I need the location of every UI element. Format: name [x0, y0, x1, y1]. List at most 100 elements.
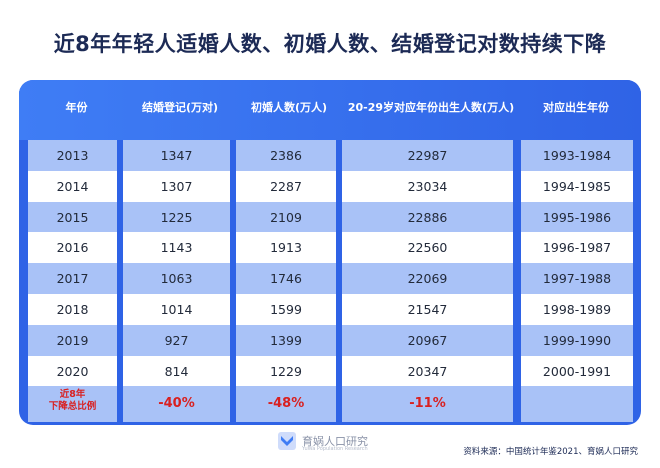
footer-row: -40% — [123, 386, 230, 423]
header-marriage-registrations: 结婚登记(万对) — [141, 101, 219, 114]
table-row: 21547 — [342, 294, 513, 325]
table-cell: 1143 — [160, 240, 193, 256]
table-row: 1399 — [236, 324, 336, 356]
table-cell: 2287 — [270, 178, 302, 194]
header-births-20-29: 20-29岁对应年份出生人数(万人) — [347, 101, 515, 114]
table-row: 1746 — [236, 263, 336, 294]
table-row: 1229 — [236, 356, 336, 387]
table-cell: 23034 — [407, 178, 448, 194]
table-cell: 1063 — [160, 271, 193, 287]
table-cell: 1913 — [270, 240, 302, 256]
table-cell: 22886 — [407, 209, 448, 225]
table-cell: 1993-1984 — [542, 148, 612, 163]
table-cell: 2019 — [56, 332, 89, 348]
table-row: 1014 — [123, 294, 230, 325]
table-row: 22069 — [342, 263, 513, 294]
table-row: 1063 — [123, 263, 230, 294]
table-cell: 2014 — [56, 178, 89, 194]
table-row: 2014 — [28, 171, 117, 202]
table-row: 1994-1985 — [521, 171, 633, 202]
table-row: 1995-1986 — [521, 201, 633, 233]
table-row: 22886 — [342, 201, 513, 233]
header-birth-years: 对应出生年份 — [543, 101, 609, 114]
table-cell: 927 — [164, 332, 189, 348]
header-first-marriages: 初婚人数(万人) — [250, 101, 328, 114]
col-marriage-registrations: 1347 1307 1225 1143 1063 1014 927 814 -40% — [123, 140, 230, 423]
data-table: 年份 结婚登记(万对) 初婚人数(万人) 20-29岁对应年份出生人数(万人) … — [19, 80, 641, 425]
header-year: 年份 — [65, 101, 88, 114]
table-cell: 20967 — [407, 332, 448, 348]
table-row: 1225 — [123, 201, 230, 233]
table-cell: 1307 — [160, 178, 193, 194]
table-row: 2018 — [28, 294, 117, 325]
table-cell: 1998-1989 — [542, 302, 612, 317]
decline-label-line2: 下降总比例 — [48, 401, 97, 413]
table-row: 1347 — [123, 140, 230, 171]
brand-subtitle: YuWa Population Research — [302, 446, 368, 452]
table-cell: 1994-1985 — [542, 178, 612, 194]
footer-row: -11% — [342, 386, 513, 423]
table-cell: 2013 — [56, 148, 89, 163]
col-year: 2013 2014 2015 2016 2017 2018 2019 2020 近8年 下降总比例 — [28, 140, 117, 423]
table-row: 2109 — [236, 201, 336, 233]
table-row: 2017 — [28, 263, 117, 294]
table-row: 1993-1984 — [521, 140, 633, 171]
source-note: 资料来源：中国统计年鉴2021、育娲人口研究 — [463, 447, 638, 457]
table-cell: 1746 — [270, 271, 302, 287]
brand-logo-icon — [277, 431, 297, 451]
decline-value: -11% — [409, 396, 446, 412]
table-row: 1307 — [123, 171, 230, 202]
table-cell: 20347 — [407, 363, 448, 379]
table-cell: 1995-1986 — [542, 209, 612, 225]
table-row: 2016 — [28, 232, 117, 263]
table-cell: 2386 — [270, 148, 302, 163]
table-row: 22560 — [342, 232, 513, 263]
table-row: 2019 — [28, 324, 117, 356]
table-row: 927 — [123, 324, 230, 356]
table-cell: 1999-1990 — [542, 332, 612, 348]
footer-row — [521, 386, 633, 423]
table-row: 2015 — [28, 201, 117, 233]
table-row: 20967 — [342, 324, 513, 356]
table-cell: 2109 — [270, 209, 302, 225]
table-cell: 1599 — [270, 302, 302, 317]
table-row: 1599 — [236, 294, 336, 325]
table-cell: 814 — [164, 363, 189, 379]
table-row: 2020 — [28, 356, 117, 387]
table-row: 1997-1988 — [521, 263, 633, 294]
table-row: 1996-1987 — [521, 232, 633, 263]
table-row: 22987 — [342, 140, 513, 171]
table-row: 1913 — [236, 232, 336, 263]
table-cell: 1014 — [160, 302, 193, 317]
table-cell: 21547 — [407, 302, 448, 317]
table-header: 年份 结婚登记(万对) 初婚人数(万人) 20-29岁对应年份出生人数(万人) … — [19, 80, 641, 140]
table-cell: 2018 — [56, 302, 89, 317]
table-cell: 1229 — [270, 363, 302, 379]
table-row: 2000-1991 — [521, 356, 633, 387]
table-cell: 1347 — [160, 148, 193, 163]
col-births-20-29: 22987 23034 22886 22560 22069 21547 20967 20347… — [342, 140, 513, 423]
table-row: 1998-1989 — [521, 294, 633, 325]
table-cell: 2015 — [56, 209, 89, 225]
table-cell: 1997-1988 — [542, 271, 612, 287]
footer-row: -48% — [236, 386, 336, 423]
decline-value: -40% — [158, 396, 195, 412]
decline-label-line1: 近8年 — [59, 389, 86, 401]
table-cell: 22987 — [407, 148, 448, 163]
decline-value: -48% — [267, 396, 305, 412]
page-title: 近8年年轻人适婚人数、初婚人数、结婚登记对数持续下降 — [53, 32, 607, 56]
table-row: 20347 — [342, 356, 513, 387]
table-row: 2013 — [28, 140, 117, 171]
col-first-marriages: 2386 2287 2109 1913 1746 1599 1399 1229 -48% — [236, 140, 336, 423]
footer-row: 近8年 下降总比例 — [28, 386, 117, 423]
brand-name: 育娲人口研究 — [302, 435, 368, 448]
table-row: 23034 — [342, 171, 513, 202]
table-cell: 2020 — [56, 363, 89, 379]
col-birth-years: 1993-1984 1994-1985 1995-1986 1996-1987 1997… — [521, 140, 633, 423]
table-row: 2386 — [236, 140, 336, 171]
table-cell: 2000-1991 — [542, 363, 612, 379]
table-cell: 1996-1987 — [542, 240, 612, 256]
table-cell: 22069 — [407, 271, 448, 287]
table-cell: 1399 — [270, 332, 302, 348]
table-cell: 2017 — [56, 271, 89, 287]
